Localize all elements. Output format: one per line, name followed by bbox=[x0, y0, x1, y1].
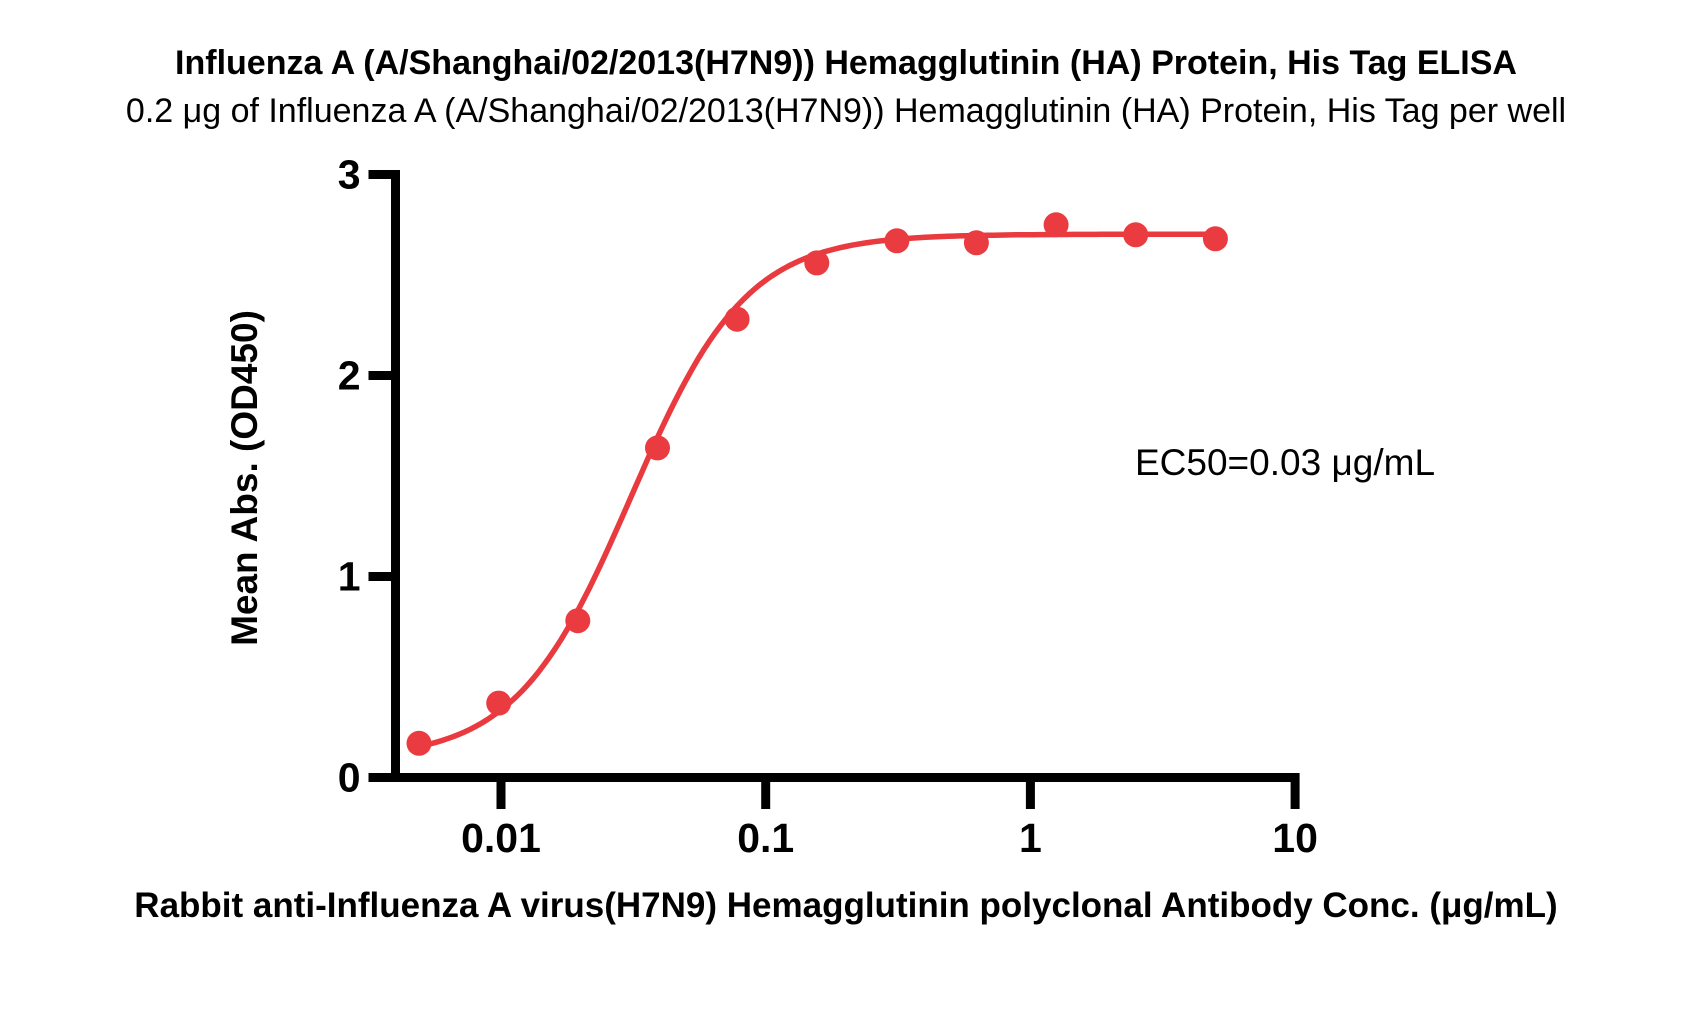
x-axis-label: Rabbit anti-Influenza A virus(H7N9) Hema… bbox=[134, 886, 1558, 925]
ec50-annotation: EC50=0.03 μg/mL bbox=[1135, 442, 1436, 483]
data-point bbox=[565, 608, 591, 634]
data-point bbox=[1202, 226, 1228, 252]
data-point bbox=[406, 730, 432, 756]
data-point bbox=[884, 228, 910, 254]
y-tick-label: 2 bbox=[338, 353, 361, 399]
fit-curve bbox=[416, 231, 1219, 750]
x-tick-label: 1 bbox=[1019, 815, 1042, 861]
y-tick-label: 1 bbox=[338, 554, 361, 600]
data-point bbox=[804, 250, 830, 276]
x-tick-label: 0.1 bbox=[737, 815, 794, 861]
figure-title: Influenza A (A/Shanghai/02/2013(H7N9)) H… bbox=[175, 44, 1517, 82]
x-tick-label: 10 bbox=[1272, 815, 1318, 861]
y-tick-label: 3 bbox=[338, 152, 361, 198]
y-tick-label: 0 bbox=[338, 755, 361, 801]
data-point bbox=[963, 230, 989, 256]
data-point bbox=[724, 306, 750, 332]
data-point bbox=[1043, 212, 1069, 238]
x-tick-label: 0.01 bbox=[461, 815, 541, 861]
data-point bbox=[645, 435, 670, 461]
data-point bbox=[486, 690, 512, 716]
figure-subtitle: 0.2 μg of Influenza A (A/Shanghai/02/201… bbox=[125, 92, 1567, 130]
data-point bbox=[1123, 222, 1149, 248]
